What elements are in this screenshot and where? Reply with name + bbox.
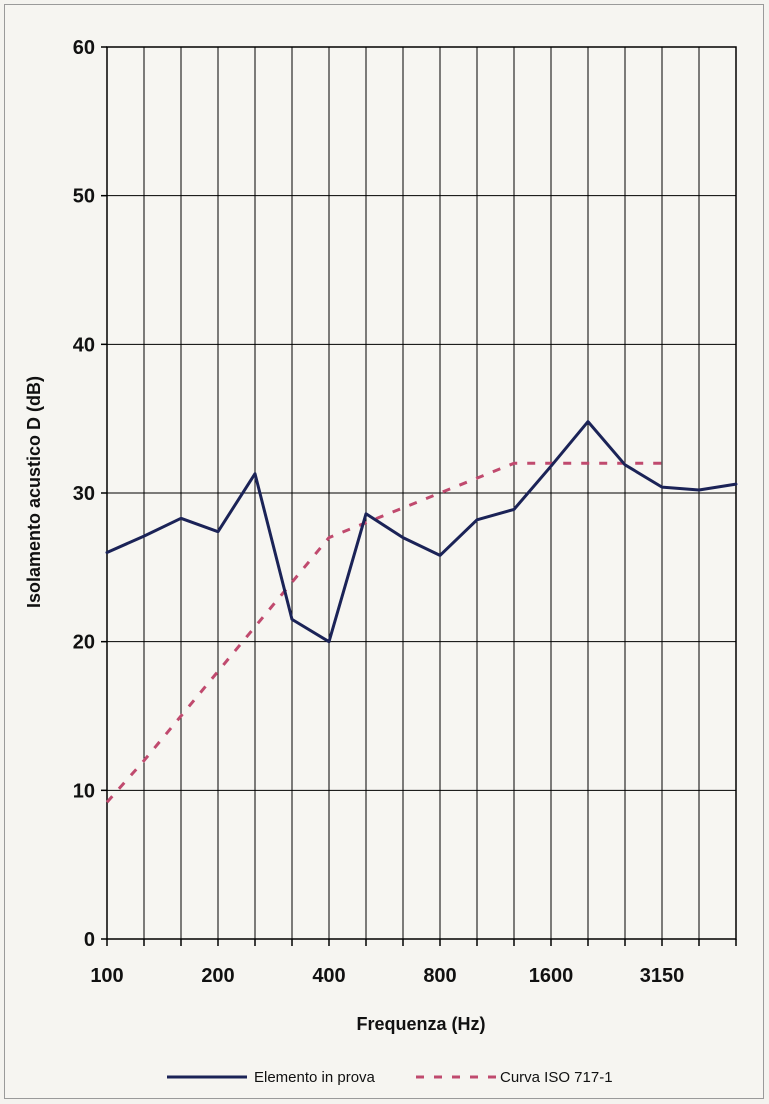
x-tick-label: 100	[90, 965, 123, 987]
x-tick-label: 1600	[529, 965, 574, 987]
y-tick-label: 40	[73, 334, 95, 356]
series-line-elemento-in-prova	[105, 420, 738, 644]
grid	[107, 47, 736, 939]
y-axis-title: Isolamento acustico D (dB)	[24, 376, 44, 608]
y-tick-label: 50	[73, 186, 95, 208]
legend: Elemento in prova Curva ISO 717-1	[167, 1069, 613, 1086]
y-tick-label: 20	[73, 632, 95, 654]
series-line-curva-iso	[105, 461, 662, 804]
legend-label-elemento: Elemento in prova	[254, 1069, 376, 1086]
x-tick-label: 200	[201, 965, 234, 987]
x-tick-label: 3150	[640, 965, 685, 987]
x-tick-label: 400	[312, 965, 345, 987]
x-axis-title: Frequenza (Hz)	[356, 1014, 485, 1034]
y-tick-label: 10	[73, 780, 95, 802]
legend-label-iso: Curva ISO 717-1	[500, 1069, 613, 1086]
x-axis-ticks: 100 200 400 800 1600 3150	[90, 939, 737, 987]
y-axis-ticks: 0 10 20 30 40 50 60	[73, 37, 107, 951]
y-tick-label: 30	[73, 483, 95, 505]
y-tick-label: 60	[73, 37, 95, 59]
x-tick-label: 800	[423, 965, 456, 987]
series-lines	[105, 420, 738, 804]
y-tick-label: 0	[84, 929, 95, 951]
